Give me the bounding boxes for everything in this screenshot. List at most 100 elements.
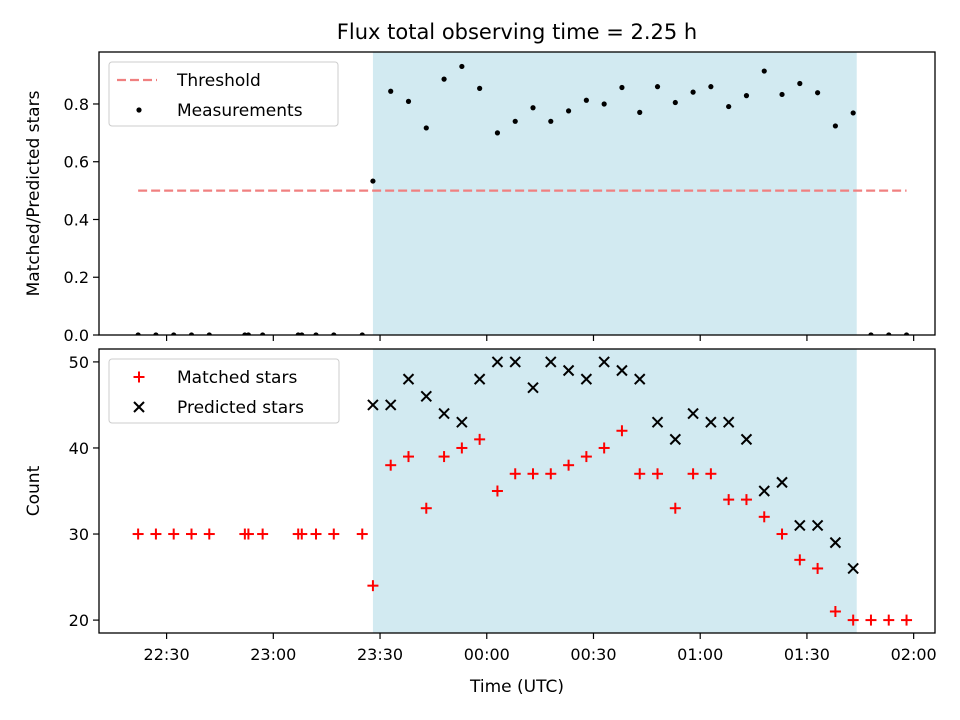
- measurement-point: [672, 99, 678, 106]
- legend-matched-swatch: [133, 371, 145, 383]
- x-tick-label: 01:30: [784, 645, 830, 664]
- matched-star-point: [580, 451, 592, 463]
- matched-star-point: [438, 451, 450, 463]
- predicted-star-point-b: [722, 416, 735, 428]
- predicted-star-point-b: [687, 407, 699, 420]
- x-tick-label: 00:30: [570, 645, 616, 664]
- series-predicted-stars: [367, 356, 859, 575]
- measurement-point: [797, 80, 803, 87]
- predicted-star-point-b: [367, 399, 379, 411]
- predicted-star-point: [598, 356, 610, 368]
- matched-star-point: [812, 562, 824, 574]
- measurement-point: [815, 90, 821, 96]
- measurement-point: [601, 101, 607, 107]
- measurement-point: [388, 88, 394, 94]
- predicted-star-point-b: [651, 416, 664, 428]
- predicted-star-point-b: [580, 373, 593, 385]
- x-axis-label: Time (UTC): [469, 677, 564, 697]
- matched-star-point: [491, 485, 503, 497]
- series-matched-stars: [132, 425, 913, 626]
- matched-star-point: [598, 442, 610, 454]
- y-tick-label: 0.4: [64, 210, 89, 229]
- matched-star-point: [310, 528, 322, 540]
- measurement-point: [690, 89, 696, 95]
- measurement-point: [548, 118, 554, 124]
- predicted-star-point-b: [758, 485, 770, 497]
- matched-star-point: [367, 580, 379, 592]
- matched-star-point: [509, 468, 521, 480]
- matched-star-point: [203, 528, 215, 540]
- predicted-star-point-b: [776, 476, 788, 489]
- measurement-point: [583, 97, 589, 103]
- matched-star-point: [168, 528, 180, 540]
- axes-frame: [98, 51, 936, 336]
- matched-star-point: [563, 459, 575, 471]
- predicted-star-point: [776, 476, 788, 489]
- predicted-star-point-b: [491, 356, 504, 368]
- predicted-star-point: [634, 373, 646, 385]
- x-tick-label: 23:00: [250, 645, 296, 664]
- predicted-star-point: [811, 519, 824, 532]
- matched-star-point: [356, 528, 368, 540]
- legend: Threshold Measurements: [108, 61, 339, 127]
- x-tick-label: 02:00: [891, 645, 937, 664]
- predicted-star-point-b: [669, 433, 682, 446]
- matched-star-point: [456, 442, 468, 454]
- measurement-point: [619, 84, 625, 91]
- matched-star-point: [242, 528, 254, 540]
- matched-star-point: [669, 502, 681, 514]
- predicted-star-point: [847, 562, 859, 575]
- legend-box: [108, 358, 340, 424]
- matched-star-point: [723, 494, 735, 506]
- measurement-point: [512, 118, 518, 124]
- y-tick-label: 0.2: [64, 268, 89, 287]
- matched-star-point: [296, 528, 308, 540]
- panel-bottom: 20 30 40 50 22:30 23:00 23:30 00:00 00:30 01:00 01…: [24, 348, 937, 664]
- predicted-star-point: [740, 433, 753, 446]
- y-tick-label: 0.6: [64, 153, 89, 172]
- measurement-point: [530, 105, 536, 111]
- predicted-star-point-b: [811, 519, 824, 532]
- predicted-star-point-b: [847, 562, 859, 575]
- matched-star-point: [328, 528, 340, 540]
- predicted-star-point-b: [829, 536, 842, 549]
- matched-star-point: [257, 528, 269, 540]
- matched-star-point: [616, 425, 628, 437]
- predicted-star-point-b: [402, 373, 415, 385]
- x-tick-label: 23:30: [357, 645, 403, 664]
- matched-star-point: [402, 451, 414, 463]
- matched-star-point: [634, 468, 646, 480]
- predicted-star-point-b: [420, 390, 432, 403]
- x-tick-label: 22:30: [144, 645, 190, 664]
- measurement-point: [654, 84, 661, 90]
- y-tick-label: 40: [69, 439, 89, 458]
- predicted-star-point: [402, 373, 415, 385]
- measurement-point: [423, 125, 429, 131]
- x-tick-label: 01:00: [677, 645, 723, 664]
- predicted-star-point-b: [473, 373, 486, 385]
- chart-title: Flux total observing time = 2.25 h: [337, 20, 697, 44]
- predicted-star-point: [438, 407, 450, 420]
- predicted-star-point-b: [634, 373, 646, 385]
- predicted-star-point: [616, 364, 628, 377]
- predicted-star-point: [794, 519, 806, 532]
- matched-star-point: [652, 468, 664, 480]
- predicted-star-point: [420, 390, 432, 403]
- legend-label: Predicted stars: [177, 398, 304, 418]
- measurement-point: [726, 103, 732, 110]
- predicted-star-point: [473, 373, 486, 385]
- matched-star-point: [883, 614, 895, 626]
- predicted-star-point-b: [509, 356, 521, 368]
- predicted-star-point: [509, 356, 521, 368]
- predicted-star-point: [687, 407, 699, 420]
- legend-measurement-swatch: [136, 107, 142, 113]
- predicted-star-point-b: [562, 364, 575, 377]
- measurement-point: [565, 108, 572, 114]
- measurement-point: [494, 130, 501, 136]
- measurement-point: [761, 68, 767, 74]
- panel-top: 0.0 0.2 0.4 0.6 0.8 Matched/Predicted stars Th…: [24, 51, 936, 345]
- x-tick-label: 00:00: [464, 645, 510, 664]
- predicted-star-point-b: [616, 364, 628, 377]
- predicted-star-point: [829, 536, 842, 549]
- observing-interval-shade: [372, 52, 857, 335]
